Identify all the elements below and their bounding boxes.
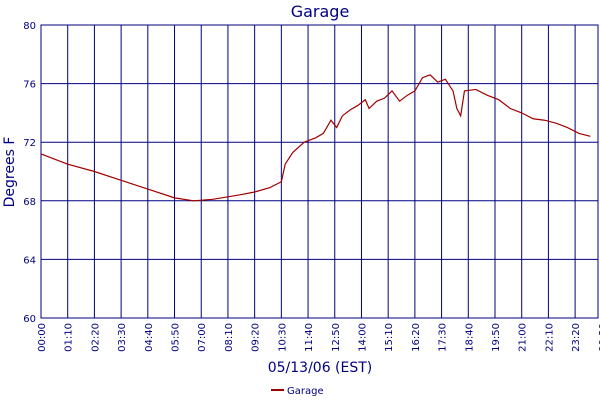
plot-frame — [40, 24, 599, 319]
x-tick-label: 01:10 — [64, 323, 75, 352]
x-tick-label: 00:00 — [37, 323, 48, 352]
y-tick-label: 76 — [23, 80, 36, 91]
x-tick-label: 07:00 — [197, 323, 208, 352]
x-tick-label: 19:50 — [491, 323, 502, 352]
y-tick-label: 80 — [23, 21, 36, 32]
x-tick-label: 14:00 — [357, 323, 368, 352]
x-tick-label: 05:50 — [171, 323, 182, 352]
x-tick-label: 12:50 — [331, 323, 342, 352]
legend-label: Garage — [287, 386, 324, 397]
x-tick-label: 23:20 — [571, 323, 582, 352]
x-tick-label: 17:30 — [438, 323, 449, 352]
y-tick-label: 68 — [23, 197, 36, 208]
x-tick-label: 08:10 — [224, 323, 235, 352]
x-tick-label: 21:00 — [518, 323, 529, 352]
x-tick-label: 16:20 — [411, 323, 422, 352]
data-line — [40, 74, 591, 202]
x-tick-label: 18:40 — [464, 323, 475, 352]
chart-title: Garage — [291, 2, 350, 21]
x-tick-label: 10:30 — [277, 323, 288, 352]
y-axis-label: Degrees F — [2, 137, 18, 208]
x-tick-label: 22:10 — [544, 323, 555, 352]
x-tick-label: 02:20 — [90, 323, 101, 352]
x-tick-label: 11:40 — [304, 323, 315, 352]
x-tick-label: 15:10 — [384, 323, 395, 352]
x-tick-label: 09:20 — [251, 323, 262, 352]
x-tick-label: 03:30 — [117, 323, 128, 352]
y-tick-label: 60 — [23, 314, 36, 325]
y-tick-label: 72 — [23, 138, 36, 149]
x-tick-label: 04:40 — [144, 323, 155, 352]
y-tick-label: 64 — [23, 255, 36, 266]
x-axis-label: 05/13/06 (EST) — [268, 360, 373, 376]
x-tick-label: 00:20 — [598, 323, 600, 352]
